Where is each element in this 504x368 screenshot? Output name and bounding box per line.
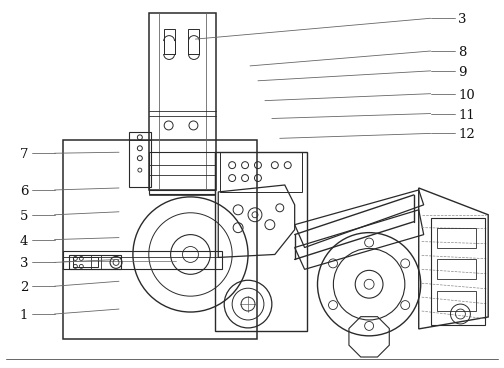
Text: 1: 1	[20, 309, 28, 322]
Bar	[220, 152, 301, 192]
Bar	[149, 152, 215, 194]
Text: 12: 12	[459, 128, 475, 141]
Bar	[164, 29, 174, 54]
Text: 2: 2	[20, 281, 28, 294]
Bar	[74, 258, 98, 268]
Text: 10: 10	[459, 89, 475, 102]
Text: 8: 8	[459, 46, 467, 59]
Text: 7: 7	[20, 148, 28, 161]
Text: 3: 3	[459, 13, 467, 26]
Bar	[430, 218, 485, 325]
Bar	[436, 291, 476, 311]
Text: 5: 5	[20, 210, 28, 223]
Bar	[436, 228, 476, 248]
Bar	[215, 152, 306, 331]
Text: 4: 4	[20, 235, 28, 248]
Bar	[64, 140, 257, 339]
Bar	[64, 251, 222, 269]
Bar	[188, 29, 200, 54]
Bar	[436, 259, 476, 279]
Bar	[129, 132, 151, 187]
Text: 11: 11	[459, 109, 475, 121]
Text: 3: 3	[20, 258, 28, 270]
Bar	[149, 13, 216, 190]
Text: 6: 6	[20, 185, 28, 198]
Text: 9: 9	[459, 66, 467, 79]
Bar	[70, 255, 121, 269]
